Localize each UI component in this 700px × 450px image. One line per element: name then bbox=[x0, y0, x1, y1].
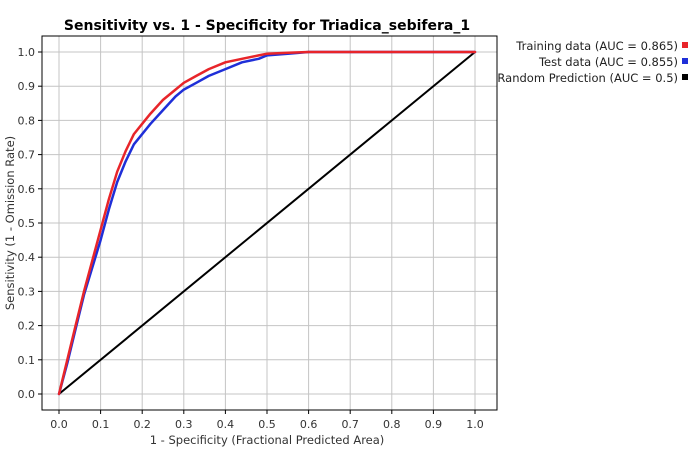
series-lines bbox=[57, 50, 477, 396]
y-tick-label: 0.6 bbox=[18, 183, 36, 196]
y-tick-label: 0.8 bbox=[18, 114, 36, 127]
y-tick-label: 0.0 bbox=[18, 388, 36, 401]
y-tick-label: 0.7 bbox=[18, 149, 36, 162]
y-tick-label: 0.1 bbox=[18, 354, 36, 367]
y-tick-label: 1.0 bbox=[18, 46, 36, 59]
legend-swatch-random bbox=[682, 74, 688, 80]
x-axis-ticks: 0.0 0.1 0.2 0.3 0.4 0.5 0.6 0.7 0.8 0.9 1.0 bbox=[50, 410, 484, 431]
y-tick-label: 0.9 bbox=[18, 80, 36, 93]
x-tick-label: 0.1 bbox=[92, 418, 110, 431]
chart-title: Sensitivity vs. 1 - Specificity for Tria… bbox=[64, 18, 470, 34]
legend-swatch-training bbox=[682, 42, 688, 48]
y-tick-label: 0.2 bbox=[18, 320, 36, 333]
x-tick-label: 0.8 bbox=[383, 418, 401, 431]
x-tick-label: 0.2 bbox=[133, 418, 151, 431]
x-tick-label: 0.3 bbox=[175, 418, 193, 431]
x-tick-label: 0.7 bbox=[341, 418, 359, 431]
random-prediction-line bbox=[58, 51, 476, 395]
y-axis-ticks: 0.0 0.1 0.2 0.3 0.4 0.5 0.6 0.7 0.8 0.9 1.0 bbox=[18, 46, 42, 401]
x-tick-label: 0.9 bbox=[425, 418, 443, 431]
x-tick-label: 1.0 bbox=[466, 418, 484, 431]
training-data-line bbox=[57, 50, 477, 396]
y-tick-label: 0.4 bbox=[18, 251, 36, 264]
x-tick-label: 0.6 bbox=[300, 418, 318, 431]
x-tick-label: 0.4 bbox=[217, 418, 235, 431]
x-tick-label: 0.5 bbox=[258, 418, 276, 431]
legend: Training data (AUC = 0.865) Test data (A… bbox=[497, 39, 688, 85]
legend-label-test: Test data (AUC = 0.855) bbox=[538, 55, 678, 69]
x-tick-label: 0.0 bbox=[50, 418, 68, 431]
y-tick-label: 0.3 bbox=[18, 285, 36, 298]
x-axis-label: 1 - Specificity (Fractional Predicted Ar… bbox=[150, 433, 385, 447]
grid-lines bbox=[42, 36, 497, 410]
y-tick-label: 0.5 bbox=[18, 217, 36, 230]
legend-swatch-test bbox=[682, 58, 688, 64]
y-axis-label: Sensitivity (1 - Omission Rate) bbox=[3, 136, 17, 310]
legend-label-random: Random Prediction (AUC = 0.5) bbox=[497, 71, 678, 85]
legend-label-training: Training data (AUC = 0.865) bbox=[515, 39, 678, 53]
